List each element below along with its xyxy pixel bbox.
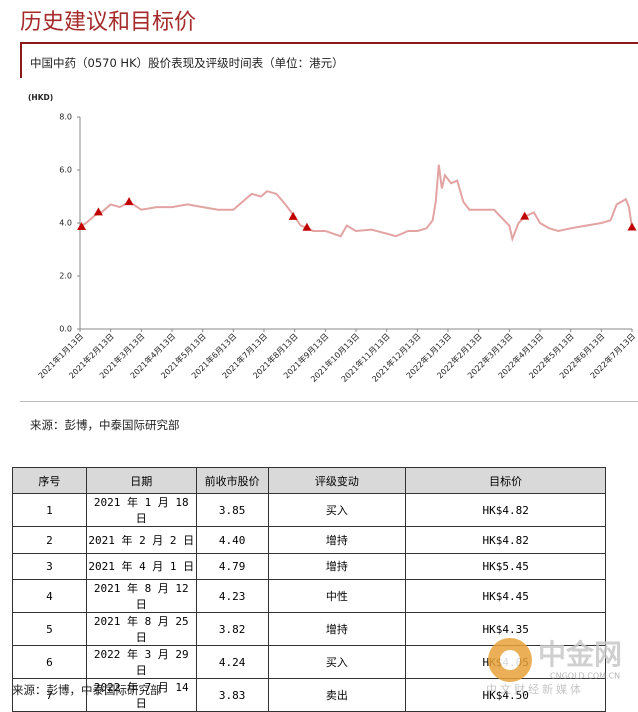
table-row: 3 2021 年 4 月 1 日 4.79 增持 HK$5.45 [12,552,606,581]
table-row: 1 2021 年 1 月 18 日 3.85 买入 HK$4.82 [12,493,606,528]
cell: 4.40 [195,526,269,554]
table-header: 序号 日期 前收市股价 评级变动 目标价 [12,466,606,495]
rating-marker [124,197,134,206]
cell: HK$4.82 [405,493,606,528]
cell: 2021 年 8 月 12 日 [85,579,197,614]
y-axis-label: (HKD) [28,93,53,102]
rating-marker [288,211,298,220]
cell: 买入 [267,493,407,528]
cell: HK$5.45 [405,552,606,581]
cell: 增持 [267,526,407,554]
y-tick-label: 0.0 [59,325,72,334]
y-tick-label: 8.0 [59,113,72,122]
cell: 3.85 [195,493,269,528]
cell: 中性 [267,579,407,614]
y-tick-label: 6.0 [59,166,72,175]
header-cell: 前收市股价 [195,466,269,495]
cell: 4 [12,579,87,614]
cell: 买入 [267,645,407,680]
cell: 2021 年 1 月 18 日 [85,493,197,528]
rating-marker [302,222,312,231]
y-tick-label: 4.0 [59,219,72,228]
rating-marker [93,207,103,216]
table-row: 2 2021 年 2 月 2 日 4.40 增持 HK$4.82 [12,526,606,554]
cell: 1 [12,493,87,528]
cell: HK$4.82 [405,526,606,554]
header-cell: 评级变动 [267,466,407,495]
cell: 4.79 [195,552,269,581]
cell: 4.24 [195,645,269,680]
logo [500,650,520,670]
cell: 2022 年 3 月 29 日 [85,645,197,680]
rating-marker [520,211,530,220]
rating-marker [627,222,637,231]
cell: 2021 年 4 月 1 日 [85,552,197,581]
chart-subtitle: 中国中药（0570 HK）股价表现及评级时间表（单位：港元） [30,56,344,70]
cell: 增持 [267,552,407,581]
rating-table: 序号 日期 前收市股价 评级变动 目标价 1 2021 年 1 月 18 日 3.85 买入 H… [12,466,606,712]
table-row: 7 2022 年 7 月 14 日 3.83 卖出 HK$4.50 [12,678,606,712]
cell: 增持 [267,612,407,647]
cell: 5 [12,612,87,647]
price-line [79,164,633,243]
cell: 2021 年 2 月 2 日 [85,526,197,554]
source: 来源：彭博，中泰国际研究部 [30,418,180,432]
cell: 7 [12,678,87,712]
header-cell: 序号 [12,466,87,495]
cell: HK$4.45 [405,579,606,614]
header-cell: 目标价 [405,466,606,495]
rule [20,42,22,78]
section-title: 历史建议和目标价 [20,10,197,35]
source: 来源：彭博，中泰国际研究部 [12,683,162,697]
rule [20,42,638,44]
rule [20,401,638,402]
table-row: 4 2021 年 8 月 12 日 4.23 中性 HK$4.45 [12,579,606,614]
cell: 2021 年 8 月 25 日 [85,612,197,647]
chart: (HKD) 0.02.04.06.08.02021年1月13日2021年2月13… [28,93,637,384]
cell: 2 [12,526,87,554]
watermark-domain: CNGOLD.COM.CN [550,672,620,681]
rating-marker [77,221,87,230]
watermark: 中金网 CNGOLD.COM.CN 中文财经新媒体 [486,638,622,696]
cell: 6 [12,645,87,680]
watermark-tagline: 中文财经新媒体 [486,682,584,696]
watermark-name: 中金网 [538,638,622,671]
cell: 3.82 [195,612,269,647]
cell: 卖出 [267,678,407,712]
header-cell: 日期 [85,466,197,495]
cell: 3 [12,552,87,581]
y-tick-label: 2.0 [59,272,72,281]
cell: 4.23 [195,579,269,614]
